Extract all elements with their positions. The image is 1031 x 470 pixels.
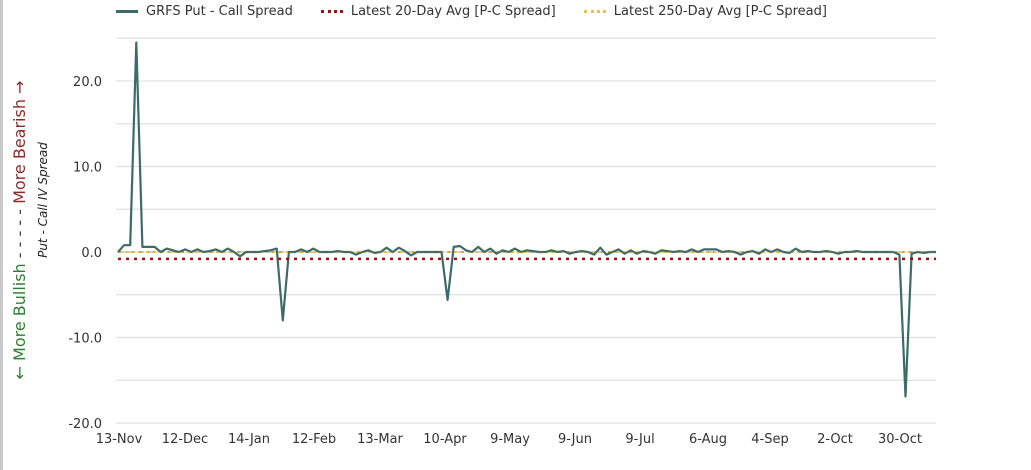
put-call-spread-line[interactable]: [117, 41, 936, 398]
window-left-border: [0, 0, 3, 470]
chart-legend: GRFS Put - Call Spread Latest 20-Day Avg…: [116, 2, 855, 20]
x-tick-label: 30-Oct: [878, 432, 922, 447]
x-tick-label: 9-May: [490, 432, 530, 447]
x-tick-label: 12-Feb: [292, 432, 336, 447]
x-tick-label: 4-Sep: [751, 432, 788, 447]
y-tick-label: 0.0: [81, 246, 102, 261]
x-tick-label: 2-Oct: [817, 432, 853, 447]
y-tick-label: 20.0: [73, 75, 102, 90]
legend-label: GRFS Put - Call Spread: [146, 3, 293, 19]
solid-line-swatch-icon: [116, 9, 138, 13]
x-tick-label: 13-Nov: [96, 432, 143, 447]
x-tick-label: 6-Aug: [689, 432, 727, 447]
x-tick-label: 12-Dec: [162, 432, 208, 447]
legend-item-20day-avg[interactable]: Latest 20-Day Avg [P-C Spread]: [320, 3, 556, 19]
legend-label: Latest 250-Day Avg [P-C Spread]: [613, 3, 827, 19]
x-tick-label: 13-Mar: [357, 432, 403, 447]
legend-item-put-call-spread[interactable]: GRFS Put - Call Spread: [116, 4, 293, 19]
dotted-red-swatch-icon: [320, 9, 343, 13]
y-tick-label: -10.0: [68, 332, 102, 347]
x-tick-label: 9-Jul: [625, 432, 654, 447]
legend-label: Latest 20-Day Avg [P-C Spread]: [350, 3, 556, 19]
x-tick-label: 9-Jun: [558, 432, 592, 447]
x-tick-label: 10-Apr: [423, 432, 467, 447]
x-tick-label: 14-Jan: [228, 432, 270, 447]
y-tick-label: -20.0: [68, 417, 102, 432]
legend-item-250day-avg[interactable]: Latest 250-Day Avg [P-C Spread]: [583, 3, 827, 19]
dotted-yellow-swatch-icon: [583, 9, 606, 13]
y-tick-label: 10.0: [73, 161, 102, 176]
